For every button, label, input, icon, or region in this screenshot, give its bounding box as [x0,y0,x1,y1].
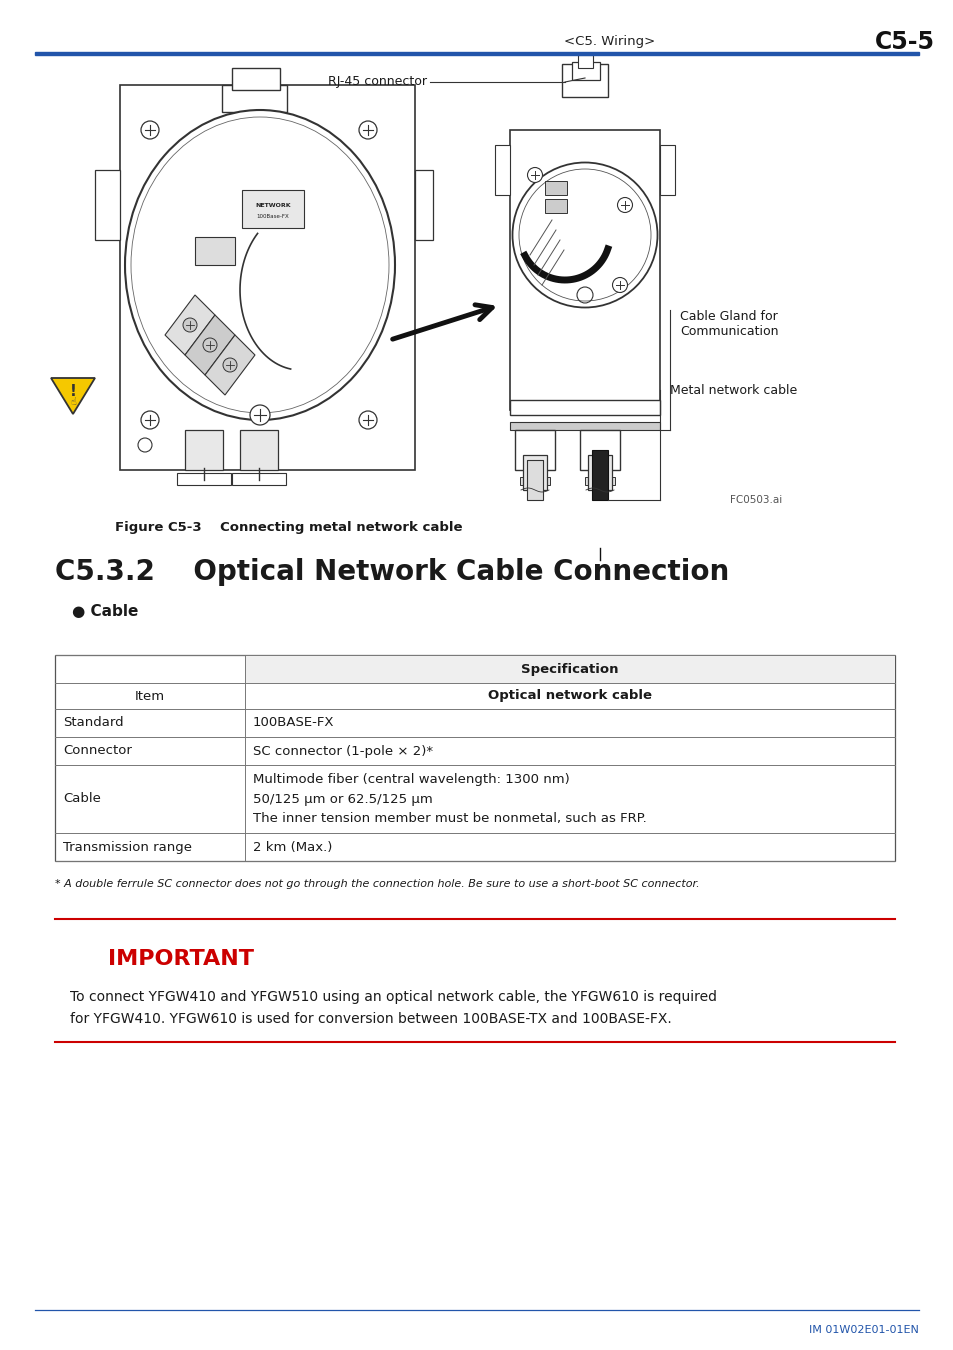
Circle shape [358,122,376,139]
Bar [240,431,277,470]
Bar [495,144,510,194]
Text: Multimode fiber (central wavelength: 1300 nm): Multimode fiber (central wavelength: 130… [253,774,569,786]
Text: Figure C5-3    Connecting metal network cable: Figure C5-3 Connecting metal network cab… [115,521,462,533]
Ellipse shape [512,162,657,308]
Text: Standard: Standard [63,717,124,729]
Polygon shape [165,296,214,355]
Bar [592,460,607,475]
Bar [194,238,234,265]
Bar [510,423,659,431]
Text: FC0503.ai: FC0503.ai [729,495,781,505]
Bar [519,477,550,485]
Bar [544,198,566,213]
Bar [526,460,542,500]
Circle shape [223,358,236,373]
Bar [544,181,566,194]
Bar [561,63,607,97]
Polygon shape [185,315,234,375]
Bar [415,170,433,240]
Text: * A double ferrule SC connector does not go through the connection hole. Be sure: * A double ferrule SC connector does not… [55,879,699,890]
Bar [245,655,894,683]
Text: NETWORK: NETWORK [254,202,291,208]
Text: Item: Item [134,690,165,702]
Text: for YFGW410. YFGW610 is used for conversion between 100BASE-TX and 100BASE-FX.: for YFGW410. YFGW610 is used for convers… [70,1012,671,1026]
Bar [232,472,286,485]
Text: 2 km (Max.): 2 km (Max.) [253,841,332,853]
Circle shape [203,338,216,352]
Bar [55,655,894,861]
Text: RJ-45 connector: RJ-45 connector [328,76,427,89]
Bar [587,455,612,490]
Bar [177,472,231,485]
Text: Transmission range: Transmission range [63,841,192,853]
Bar [222,85,287,112]
Bar [592,450,607,500]
Circle shape [358,410,376,429]
Bar [659,144,675,194]
Bar [120,85,415,470]
Text: Connector: Connector [63,744,132,757]
Text: To connect YFGW410 and YFGW510 using an optical network cable, the YFGW610 is re: To connect YFGW410 and YFGW510 using an … [70,990,717,1004]
Bar [95,170,120,240]
Bar [510,400,659,414]
Text: IMPORTANT: IMPORTANT [108,949,253,969]
Bar [515,431,555,470]
Text: The inner tension member must be nonmetal, such as FRP.: The inner tension member must be nonmeta… [253,811,646,825]
Polygon shape [51,378,95,414]
Circle shape [527,167,542,182]
Text: Optical network cable: Optical network cable [488,690,651,702]
Bar [510,130,659,410]
Bar [242,190,304,228]
Ellipse shape [125,109,395,420]
Text: !: ! [70,383,76,398]
Text: 100BASE-FX: 100BASE-FX [253,717,335,729]
Text: 50/125 μm or 62.5/125 μm: 50/125 μm or 62.5/125 μm [253,792,433,806]
Text: SC connector (1-pole × 2)*: SC connector (1-pole × 2)* [253,744,433,757]
Circle shape [612,278,627,293]
Bar [578,55,593,68]
Bar [579,431,619,470]
Text: Cable: Cable [63,792,101,806]
Text: C5-5: C5-5 [874,30,934,54]
Bar [572,62,599,80]
Bar [584,477,615,485]
Bar [232,68,280,90]
Text: IM 01W02E01-01EN: IM 01W02E01-01EN [808,1324,918,1335]
Text: Specification: Specification [520,663,618,675]
Bar [526,460,542,475]
Circle shape [617,197,632,212]
Text: ☝: ☝ [71,397,76,406]
Text: 100Base-FX: 100Base-FX [256,215,289,219]
Bar [185,431,223,470]
Circle shape [183,319,196,332]
Text: <C5. Wiring>: <C5. Wiring> [564,35,655,49]
Polygon shape [205,335,254,396]
Bar [522,455,546,490]
Circle shape [141,122,159,139]
Text: ● Cable: ● Cable [71,605,138,620]
Circle shape [250,405,270,425]
Text: Metal network cable: Metal network cable [669,383,797,397]
Text: C5.3.2    Optical Network Cable Connection: C5.3.2 Optical Network Cable Connection [55,558,728,586]
Circle shape [141,410,159,429]
Bar [35,51,918,55]
Text: Cable Gland for
Communication: Cable Gland for Communication [679,310,778,338]
